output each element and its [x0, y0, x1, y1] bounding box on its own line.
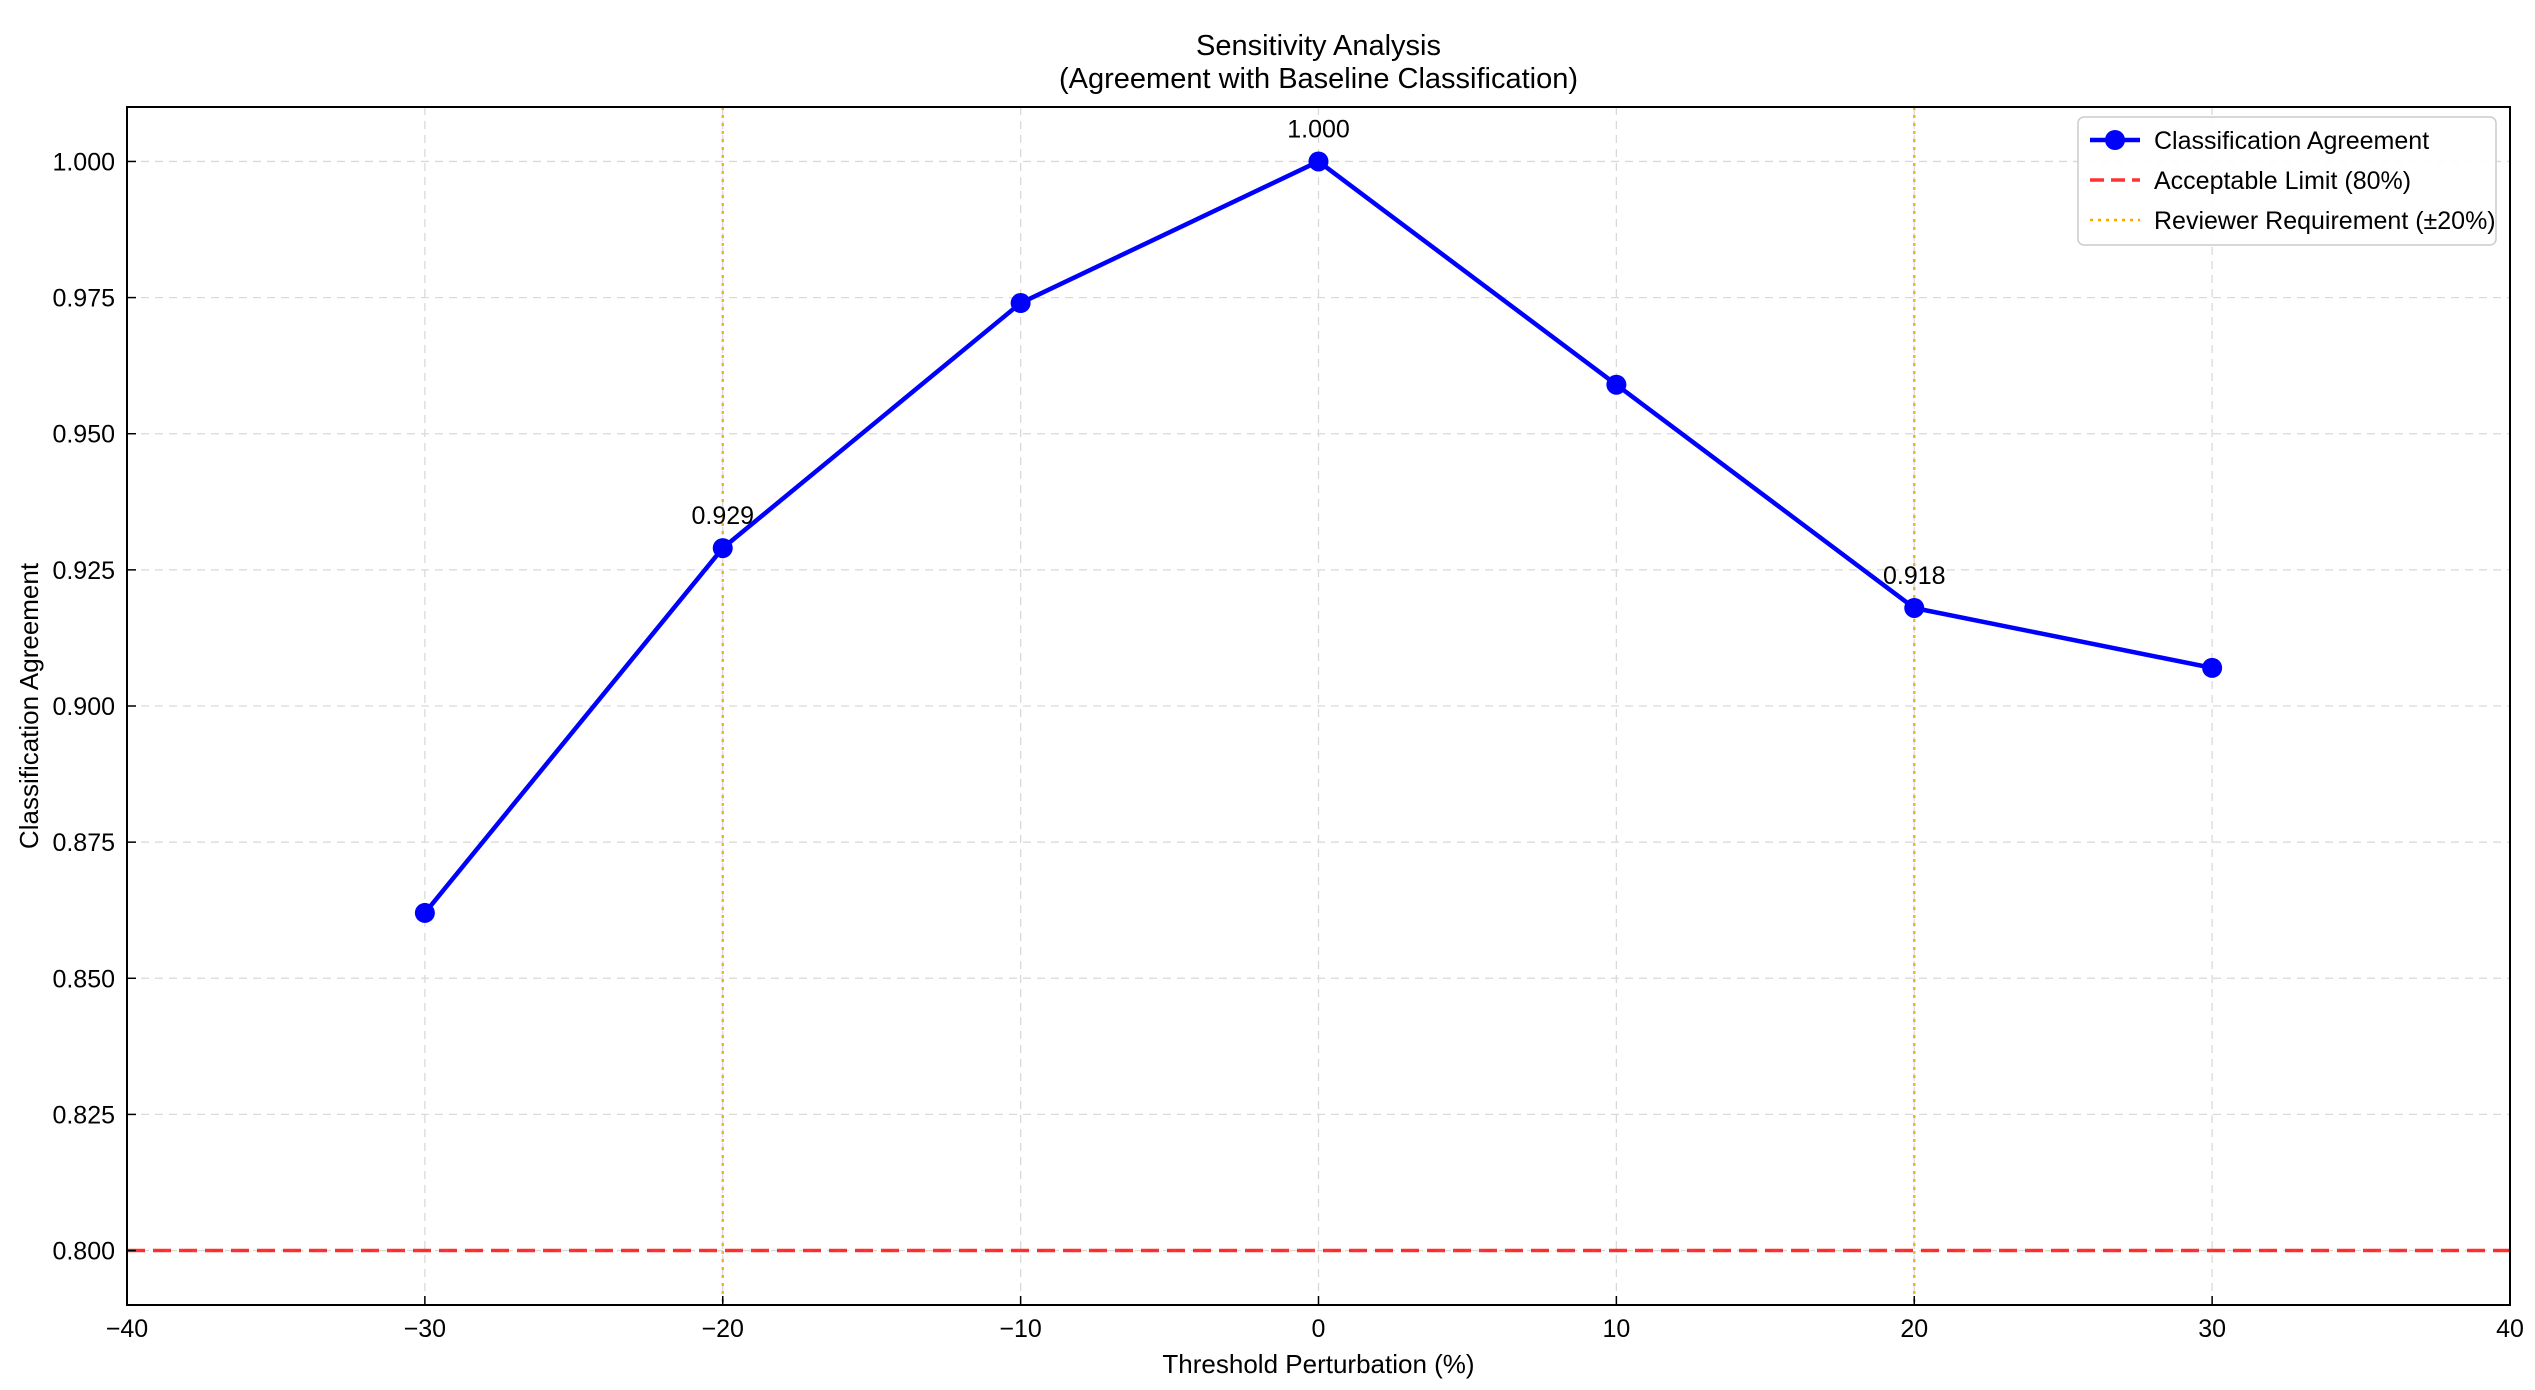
legend: Classification Agreement Acceptable Limit… [2077, 116, 2497, 246]
y-tick-label: 0.850 [52, 965, 115, 993]
data-label: 1.000 [1287, 115, 1350, 143]
x-tick-label: −30 [404, 1315, 446, 1343]
y-tick-label: 0.900 [52, 693, 115, 721]
data-point [1606, 374, 1627, 395]
ticks: −40 −30 −20 −10 0 10 20 30 40 0.800 0.825 0.850 0.87… [52, 148, 2523, 1343]
annotations: 0.929 1.000 0.918 [691, 115, 1945, 590]
data-label: 0.918 [1883, 562, 1946, 590]
y-tick-label: 0.925 [52, 557, 115, 585]
x-tick-label: 40 [2496, 1315, 2524, 1343]
chart-title-line: Sensitivity Analysis [1196, 30, 1441, 62]
series [414, 151, 2223, 923]
data-point [712, 538, 733, 559]
legend-label: Reviewer Requirement (±20%) [2154, 207, 2496, 235]
legend-swatch-marker [2105, 130, 2125, 150]
y-tick-label: 0.825 [52, 1101, 115, 1129]
y-tick-label: 0.950 [52, 421, 115, 449]
x-tick-label: −10 [999, 1315, 1041, 1343]
data-point [1904, 597, 1925, 618]
chart-title: Sensitivity Analysis(Agreement with Base… [1059, 30, 1578, 95]
x-tick-label: −40 [106, 1315, 148, 1343]
y-tick-label: 0.800 [52, 1238, 115, 1266]
y-tick-label: 1.000 [52, 148, 115, 176]
chart-title-line: (Agreement with Baseline Classification) [1059, 63, 1578, 95]
x-tick-label: 0 [1312, 1315, 1326, 1343]
x-axis-label: Threshold Perturbation (%) [1162, 1349, 1474, 1379]
data-label: 0.929 [691, 502, 754, 530]
data-point [1308, 151, 1329, 172]
x-tick-label: −20 [702, 1315, 744, 1343]
reference-lines [127, 107, 2510, 1305]
x-tick-label: 20 [1900, 1315, 1928, 1343]
data-point [414, 902, 435, 923]
legend-label: Acceptable Limit (80%) [2154, 167, 2411, 195]
x-tick-label: 30 [2198, 1315, 2226, 1343]
grid [126, 107, 2511, 1305]
legend-label: Classification Agreement [2154, 127, 2429, 155]
y-axis-label: Classification Agreement [14, 562, 44, 849]
x-tick-label: 10 [1602, 1315, 1630, 1343]
legend-box [2077, 116, 2497, 246]
y-tick-label: 0.975 [52, 285, 115, 313]
data-point [2202, 657, 2223, 678]
data-point [1010, 293, 1031, 314]
y-tick-label: 0.875 [52, 829, 115, 857]
